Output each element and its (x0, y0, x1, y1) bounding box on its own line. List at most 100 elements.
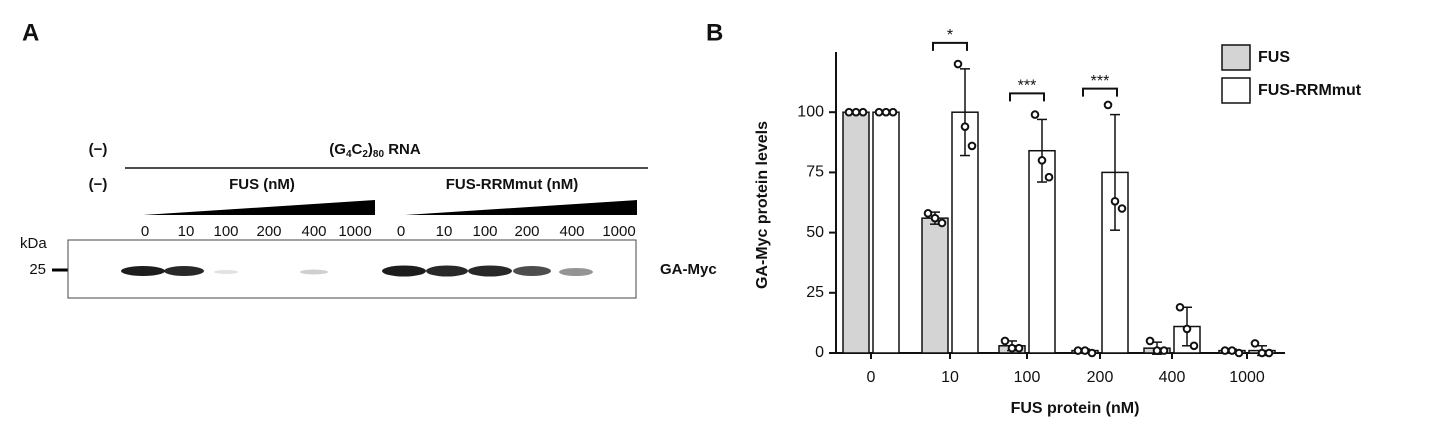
data-point (1159, 346, 1169, 355)
significance-bracket (932, 41, 968, 51)
band (513, 266, 551, 276)
data-point (1145, 336, 1155, 346)
lane-label: 10 (178, 223, 195, 240)
data-point (1087, 348, 1097, 358)
data-point (953, 59, 963, 69)
y-tick-label: 25 (806, 284, 824, 301)
lane-label: 400 (559, 223, 584, 240)
significance-label: *** (1018, 78, 1037, 95)
band (121, 266, 165, 276)
rna-part: ) (368, 141, 373, 158)
data-point (1117, 204, 1127, 213)
rna-part: (G (329, 141, 346, 158)
data-point (930, 213, 940, 223)
data-point (1189, 341, 1199, 351)
rna-sub: 2 (362, 149, 368, 160)
data-point (1037, 156, 1047, 165)
data-point (1250, 339, 1260, 348)
data-point (1257, 348, 1267, 358)
y-tick-label: 50 (806, 224, 824, 241)
rna-part: RNA (384, 141, 421, 158)
data-point (1044, 172, 1054, 182)
x-tick-label: 0 (867, 369, 876, 386)
group-label: FUS (nM) (229, 176, 295, 193)
panel-letter: A (22, 19, 39, 46)
lane-label: 1000 (602, 223, 635, 240)
data-point (1000, 336, 1010, 346)
rna-sub: 4 (346, 149, 352, 160)
data-point (1182, 324, 1192, 334)
bar (1028, 149, 1056, 354)
data-point (1014, 343, 1024, 353)
data-point (1227, 346, 1237, 355)
data-point (960, 122, 970, 131)
legend-swatch (1221, 77, 1251, 104)
marker-label: 25 (29, 261, 46, 278)
lane-label: 1000 (338, 223, 371, 240)
data-point (1030, 110, 1040, 119)
lane-label: 400 (301, 223, 326, 240)
data-point (1152, 346, 1162, 355)
data-point (1234, 348, 1244, 358)
bands (121, 265, 593, 277)
legend-label: FUS (1258, 49, 1290, 66)
band (164, 266, 204, 276)
data-point (844, 107, 854, 117)
lane-labels: 0 10 100 200 400 1000 0 10 100 200 400 1000 (141, 223, 636, 240)
x-tick-label: 200 (1087, 369, 1114, 386)
y-axis-label: GA-Myc protein levels (754, 121, 771, 289)
data-point (1220, 346, 1230, 355)
bar (872, 111, 900, 354)
data-point (858, 107, 868, 117)
x-tick-label: 400 (1159, 369, 1186, 386)
lane-label: 0 (141, 223, 149, 240)
data-point (851, 107, 861, 117)
neg-label: (−) (89, 176, 108, 193)
data-point (923, 209, 933, 218)
y-tick-label: 0 (815, 344, 824, 361)
legend-label: FUS-RRMmut (1258, 82, 1362, 99)
data-point (1007, 343, 1017, 353)
significance-bracket (1082, 87, 1118, 97)
band (382, 265, 426, 277)
y-tick-label: 75 (806, 164, 824, 181)
band (426, 265, 468, 277)
significance-label: * (947, 27, 953, 44)
x-tick-label: 1000 (1229, 369, 1265, 386)
significance-label: *** (1091, 73, 1110, 90)
neg-label: (−) (89, 141, 108, 158)
data-point (1264, 348, 1274, 358)
bar (921, 217, 949, 354)
wedge (143, 200, 375, 215)
x-axis-label: FUS protein (nM) (1011, 400, 1140, 417)
data-point (1103, 100, 1113, 110)
panel-letter: B (706, 19, 723, 46)
band (214, 270, 238, 274)
lane-label: 100 (472, 223, 497, 240)
wedge (405, 200, 637, 215)
data-point (874, 107, 884, 117)
data-point (937, 218, 947, 228)
lane-label: 0 (397, 223, 405, 240)
y-tick-label: 100 (797, 103, 824, 120)
lane-label: 100 (213, 223, 238, 240)
data-point (888, 107, 898, 117)
x-tick-label: 100 (1014, 369, 1041, 386)
data-point (881, 107, 891, 117)
legend-swatch (1221, 44, 1251, 71)
lane-label: 200 (514, 223, 539, 240)
band (300, 269, 328, 275)
x-tick-label: 10 (941, 369, 959, 386)
lane-label: 10 (436, 223, 453, 240)
data-point (1080, 346, 1090, 355)
rna-label: (G4C2)80 RNA (329, 141, 421, 160)
kda-label: kDa (20, 235, 47, 252)
bar (842, 111, 870, 354)
data-point (1073, 346, 1083, 355)
rna-part: C (352, 141, 363, 158)
band-label: GA-Myc (660, 261, 717, 278)
lane-label: 200 (256, 223, 281, 240)
rna-sub: 80 (373, 149, 385, 160)
